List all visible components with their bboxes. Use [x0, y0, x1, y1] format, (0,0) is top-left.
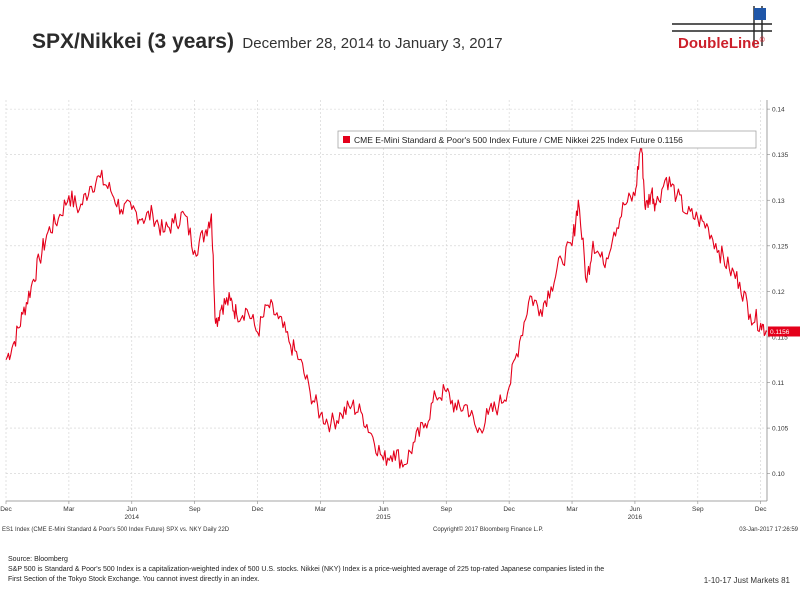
chart-source-line: ES1 Index (CME E-Mini Standard & Poor's … [2, 527, 230, 533]
y-tick-label: 0.11 [772, 380, 785, 387]
last-value-tag [768, 326, 800, 337]
footer-note-2: First Section of the Tokyo Stock Exchang… [8, 576, 260, 583]
title-row: SPX/Nikkei (3 years) December 28, 2014 t… [32, 30, 503, 54]
logo-grid-mark [672, 6, 772, 46]
x-tick-label: Dec [503, 506, 515, 513]
page-subtitle: December 28, 2014 to January 3, 2017 [242, 35, 503, 52]
footer-source: Source: Bloomberg [8, 556, 68, 563]
x-tick-label: Mar [566, 506, 578, 513]
x-tick-label: Dec [252, 506, 264, 513]
logo-text: DoubleLine® [678, 35, 765, 52]
page-title: SPX/Nikkei (3 years) [32, 30, 234, 53]
y-tick-label: 0.10 [772, 471, 785, 478]
x-tick-label: Dec [0, 506, 12, 513]
legend-label: CME E-Mini Standard & Poor's 500 Index F… [354, 135, 683, 145]
footer: Source: Bloomberg S&P 500 is Standard & … [8, 555, 708, 585]
y-tick-label: 0.115 [772, 334, 788, 341]
page-number: 1-10-17 Just Markets 81 [703, 576, 790, 585]
y-tick-label: 0.13 [772, 198, 785, 205]
y-tick-label: 0.14 [772, 107, 785, 114]
x-tick-label: Sep [692, 506, 704, 513]
y-axis: 0.10 0.105 0.11 0.115 0.12 0.125 0.13 0.135 0.14… [767, 107, 800, 478]
footer-note-1: S&P 500 is Standard & Poor's 500 Index i… [8, 566, 605, 573]
x-tick-label: Jun [127, 506, 138, 513]
x-tick-label: Sep [440, 506, 452, 513]
x-axis: Dec Mar Jun Sep Dec Mar Jun Sep Dec Mar Jun Sep Dec 2… [0, 501, 767, 521]
x-year-label: 2014 [125, 514, 140, 521]
y-tick-label: 0.135 [772, 152, 789, 159]
last-value-label: 0.1156 [770, 329, 790, 336]
legend: CME E-Mini Standard & Poor's 500 Index F… [337, 130, 757, 149]
logo-blue-square [754, 8, 766, 20]
ratio-line-chart: 0.10 0.105 0.11 0.115 0.12 0.125 0.13 0.135 0.14… [0, 100, 800, 533]
x-tick-label: Jun [630, 506, 641, 513]
x-year-label: 2015 [376, 514, 391, 521]
series-layer [5, 140, 768, 469]
logo: DoubleLine® [678, 35, 778, 57]
x-tick-label: Mar [315, 506, 327, 513]
y-tick-label: 0.12 [772, 289, 785, 296]
x-tick-label: Dec [755, 506, 767, 513]
y-tick-label: 0.125 [772, 243, 789, 250]
legend-box [337, 130, 757, 149]
chart-copyright: Copyright© 2017 Bloomberg Finance L.P. [433, 526, 544, 533]
grid [5, 100, 768, 502]
chart-meta: ES1 Index (CME E-Mini Standard & Poor's … [2, 526, 799, 533]
series-line-spx-nikkei [5, 140, 768, 469]
x-year-label: 2016 [628, 514, 643, 521]
y-tick-label: 0.105 [772, 426, 789, 433]
x-tick-label: Mar [63, 506, 75, 513]
x-tick-label: Sep [189, 506, 201, 513]
chart-timestamp: 03-Jan-2017 17:26:59 [739, 527, 798, 533]
x-tick-label: Jun [378, 506, 389, 513]
legend-swatch [343, 136, 350, 143]
